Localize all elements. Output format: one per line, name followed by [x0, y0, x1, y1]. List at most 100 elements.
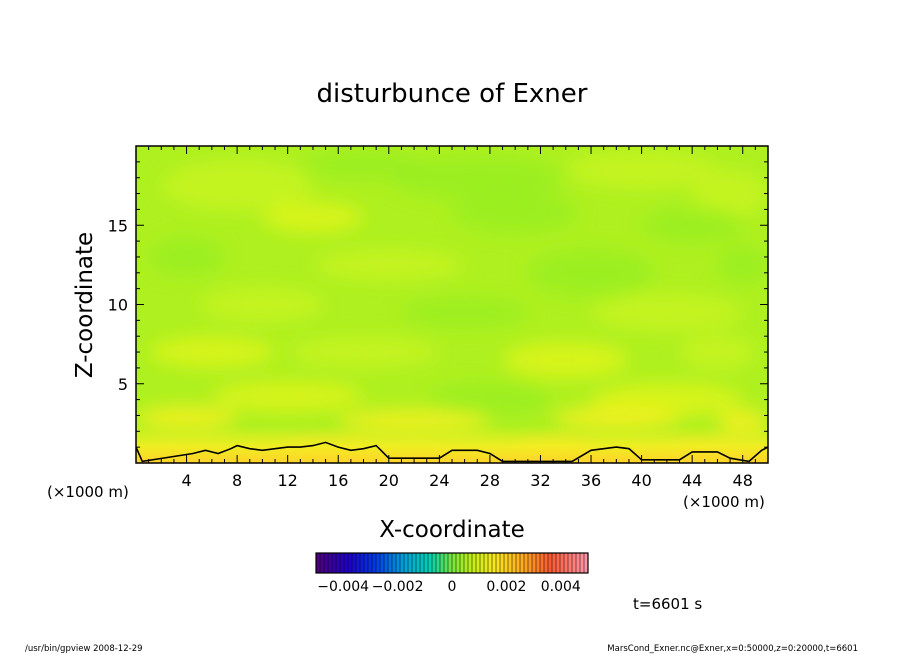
- colorbar-cell-52: [524, 553, 529, 573]
- field-patch-0: [161, 160, 313, 211]
- colorbar-cell-13: [368, 553, 373, 573]
- colorbar-cell-56: [540, 553, 545, 573]
- colorbar-cell-18: [388, 553, 393, 573]
- colorbar-cell-36: [460, 553, 465, 573]
- colorbar-cell-45: [496, 553, 501, 573]
- field-patch-5: [262, 201, 364, 234]
- colorbar-cell-32: [444, 553, 449, 573]
- field-patch-20: [426, 383, 554, 416]
- footer-left: /usr/bin/gpview 2008-12-29: [25, 644, 143, 654]
- colorbar-label-1: −0.002: [372, 579, 424, 595]
- colorbar-cell-28: [428, 553, 433, 573]
- field-patch-7: [641, 207, 743, 243]
- colorbar-cell-24: [412, 553, 417, 573]
- colorbar-cell-17: [384, 553, 389, 573]
- colorbar-cell-1: [320, 553, 325, 573]
- x-tick-label-44: 44: [682, 471, 702, 490]
- field-patch-14: [591, 293, 743, 332]
- plot-area: [136, 146, 768, 463]
- colorbar-cell-43: [488, 553, 493, 573]
- colorbar-label-0: −0.004: [317, 579, 369, 595]
- field-patch-11: [717, 245, 768, 284]
- colorbar-cell-67: [584, 553, 589, 573]
- colorbar-cell-23: [408, 553, 413, 573]
- colorbar-cell-26: [420, 553, 425, 573]
- field-patch-18: [679, 334, 756, 370]
- x-tick-label-36: 36: [581, 471, 601, 490]
- x-tick-label-16: 16: [328, 471, 348, 490]
- colorbar-cell-46: [500, 553, 505, 573]
- y-tick-label-5: 5: [118, 375, 128, 394]
- y-tick-label-10: 10: [108, 296, 128, 315]
- axis-ticks: [136, 146, 768, 463]
- colorbar-tick-labels: −0.004 −0.002 0 0.002 0.004: [317, 579, 581, 595]
- colorbar-cell-20: [396, 553, 401, 573]
- colorbar-cell-38: [468, 553, 473, 573]
- colorbar-cell-21: [400, 553, 405, 573]
- colorbar-cell-31: [440, 553, 445, 573]
- colorbar-cell-11: [360, 553, 365, 573]
- field-patch-10: [527, 249, 655, 297]
- y-tick-label-15: 15: [108, 216, 128, 235]
- colorbar-cell-61: [560, 553, 565, 573]
- colorbar-cell-60: [556, 553, 561, 573]
- colorbar-cell-5: [336, 553, 341, 573]
- colorbar-cell-63: [568, 553, 573, 573]
- field-patch-8: [148, 237, 225, 276]
- x-unit-left: (×1000 m): [47, 483, 129, 501]
- x-axis-label: X-coordinate: [379, 517, 525, 543]
- chart-title: disturbunce of Exner: [317, 79, 588, 109]
- colorbar-cell-41: [480, 553, 485, 573]
- footer-right: MarsCond_Exner.nc@Exner,x=0:50000,z=0:20…: [607, 644, 858, 654]
- colorbar-cell-66: [580, 553, 585, 573]
- colorbar-cell-37: [464, 553, 469, 573]
- colorbar-cell-65: [576, 553, 581, 573]
- colorbar-cell-59: [552, 553, 557, 573]
- colorbar-cell-34: [452, 553, 457, 573]
- colorbar-cell-22: [404, 553, 409, 573]
- colorbar-cell-30: [436, 553, 441, 573]
- colorbar-cell-50: [516, 553, 521, 573]
- colorbar-cell-48: [508, 553, 513, 573]
- x-tick-label-32: 32: [530, 471, 550, 490]
- field-patch-2: [388, 155, 566, 200]
- colorbar-cell-10: [356, 553, 361, 573]
- zero-contour-line: [136, 441, 768, 463]
- colorbar-cell-40: [476, 553, 481, 573]
- y-axis-label: Z-coordinate: [72, 232, 98, 378]
- colorbar-cell-6: [340, 553, 345, 573]
- colorbar-cell-2: [324, 553, 329, 573]
- colorbar-cell-47: [504, 553, 509, 573]
- field-patches: [136, 150, 768, 463]
- field-patch-22: [136, 405, 238, 432]
- colorbar-cell-27: [424, 553, 429, 573]
- colorbar-label-2: 0: [448, 579, 457, 595]
- colorbar-label-3: 0.002: [486, 579, 526, 595]
- x-tick-label-20: 20: [379, 471, 399, 490]
- colorbar-cell-44: [492, 553, 497, 573]
- field-patch-16: [287, 336, 440, 368]
- colorbar-cell-19: [392, 553, 397, 573]
- field-patch-13: [401, 298, 528, 327]
- colorbar-cell-62: [564, 553, 569, 573]
- field-patch-17: [502, 340, 629, 379]
- field-patch-24: [553, 405, 680, 432]
- field-patch-6: [452, 191, 579, 234]
- colorbar-cell-39: [472, 553, 477, 573]
- colorbar-label-4: 0.004: [541, 579, 581, 595]
- colorbar-cell-64: [572, 553, 577, 573]
- colorbar-cell-12: [364, 553, 369, 573]
- colorbar-cell-51: [520, 553, 525, 573]
- colorbar-cell-15: [376, 553, 381, 573]
- x-tick-label-12: 12: [278, 471, 298, 490]
- x-tick-label-28: 28: [480, 471, 500, 490]
- colorbar-cell-49: [512, 553, 517, 573]
- near-surface-band: [136, 425, 768, 463]
- colorbar-cell-35: [456, 553, 461, 573]
- x-tick-label-48: 48: [733, 471, 753, 490]
- colorbar-frame: [315, 552, 589, 574]
- colorbar-cell-42: [484, 553, 489, 573]
- colorbar: [315, 552, 589, 574]
- time-label: t=6601 s: [633, 595, 702, 613]
